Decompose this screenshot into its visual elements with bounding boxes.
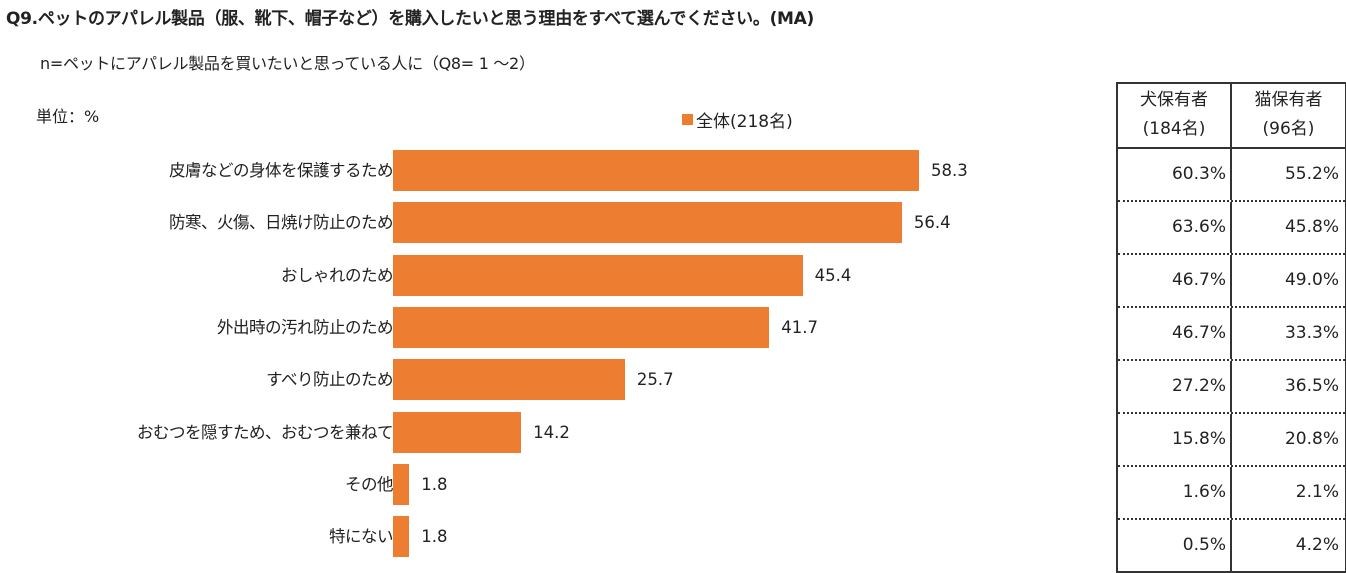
table-row: 0.5% 4.2% [1118,520,1345,571]
category-label: 外出時の汚れ防止のため [217,317,394,337]
bar [393,411,522,453]
bar-row: 皮膚などの身体を保護するため 58.3 [0,150,1100,194]
data-label: 56.4 [913,213,951,233]
bar [393,254,803,296]
table-row: 46.7% 33.3% [1118,308,1345,361]
category-label: 皮膚などの身体を保護するため [169,161,394,180]
dog-owner-value: 46.7% [1118,255,1232,306]
category-label: すべり防止のため [266,370,393,390]
data-label: 58.3 [931,161,968,180]
table-row: 15.8% 20.8% [1118,414,1345,467]
dog-owner-value: 63.6% [1118,202,1232,253]
bar-row: おしゃれのため 45.4 [0,254,1100,299]
table-row: 46.7% 49.0% [1118,255,1345,308]
bar [393,463,410,505]
cat-owner-value: 2.1% [1295,482,1339,502]
bar-row: すべり防止のため 25.7 [0,359,1100,403]
bar-row: おむつを隠すため、おむつを兼ねて 14.2 [0,411,1100,456]
table-body: 60.3% 55.2% 63.6% 45.8% 46.7% 49.0% 46.7% 33.3%… [1118,149,1345,571]
dog-owner-value: 15.8% [1118,414,1232,465]
legend-swatch [682,114,693,125]
bar-row: 特にない 1.8 [0,516,1100,560]
dog-owner-value: 27.2% [1118,361,1232,412]
data-label: 25.7 [636,370,674,390]
table-row: 60.3% 55.2% [1118,149,1345,202]
bar-row: 外出時の汚れ防止のため 41.7 [0,306,1100,351]
cat-owner-value: 33.3% [1284,323,1339,343]
legend-label: 全体(218名) [696,112,793,132]
table-row: 1.6% 2.1% [1118,467,1345,520]
bar-row: その他 1.8 [0,463,1100,508]
data-label: 45.4 [814,265,852,285]
data-label: 1.8 [421,474,448,494]
table-header: 犬保有者 (184名) 猫保有者 (96名) [1118,84,1345,149]
data-label: 14.2 [533,422,570,442]
dog-owner-value: 60.3% [1118,149,1232,200]
bar [393,202,902,244]
cat-owner-value: 45.8% [1284,217,1339,237]
chart-subtitle: n=ペットにアパレル製品を買いたいと思っている人に（Q8= 1 ～2） [40,54,535,73]
cat-owner-value: 4.2% [1295,535,1339,555]
bar-row: 防寒、火傷、日焼け防止のため 56.4 [0,202,1100,246]
cat-owner-value: 49.0% [1284,270,1339,290]
legend: 全体(218名) [682,107,793,132]
unit-label: 単位：% [36,107,100,126]
cat-owner-value: 55.2% [1284,164,1339,184]
cat-owner-value: 20.8% [1284,429,1339,449]
cat-owner-value: 36.5% [1284,376,1339,396]
data-label: 41.7 [781,317,818,337]
category-label: その他 [345,474,394,494]
data-label: 1.8 [421,527,448,547]
bar [393,359,625,401]
dog-owner-value: 46.7% [1118,308,1232,359]
comparison-table: 犬保有者 (184名) 猫保有者 (96名) 60.3% 55.2% 63.6% 45… [1116,82,1346,573]
bar [393,306,770,348]
table-row: 27.2% 36.5% [1118,361,1345,414]
header-dog-owners: 犬保有者 (184名) [1118,84,1232,147]
bar [393,150,919,191]
chart-title: Q9.ペットのアパレル製品（服、靴下、帽子など）を購入したいと思う理由をすべて選… [6,9,814,29]
category-label: おむつを隠すため、おむつを兼ねて [137,422,394,442]
dog-owner-value: 0.5% [1118,520,1232,571]
dog-owner-value: 1.6% [1118,467,1232,518]
category-label: おしゃれのため [281,265,394,285]
category-label: 防寒、火傷、日焼け防止のため [169,213,394,233]
table-row: 63.6% 45.8% [1118,202,1345,255]
header-cat-owners: 猫保有者 (96名) [1254,90,1323,139]
category-label: 特にない [329,527,394,547]
bar [393,516,410,558]
